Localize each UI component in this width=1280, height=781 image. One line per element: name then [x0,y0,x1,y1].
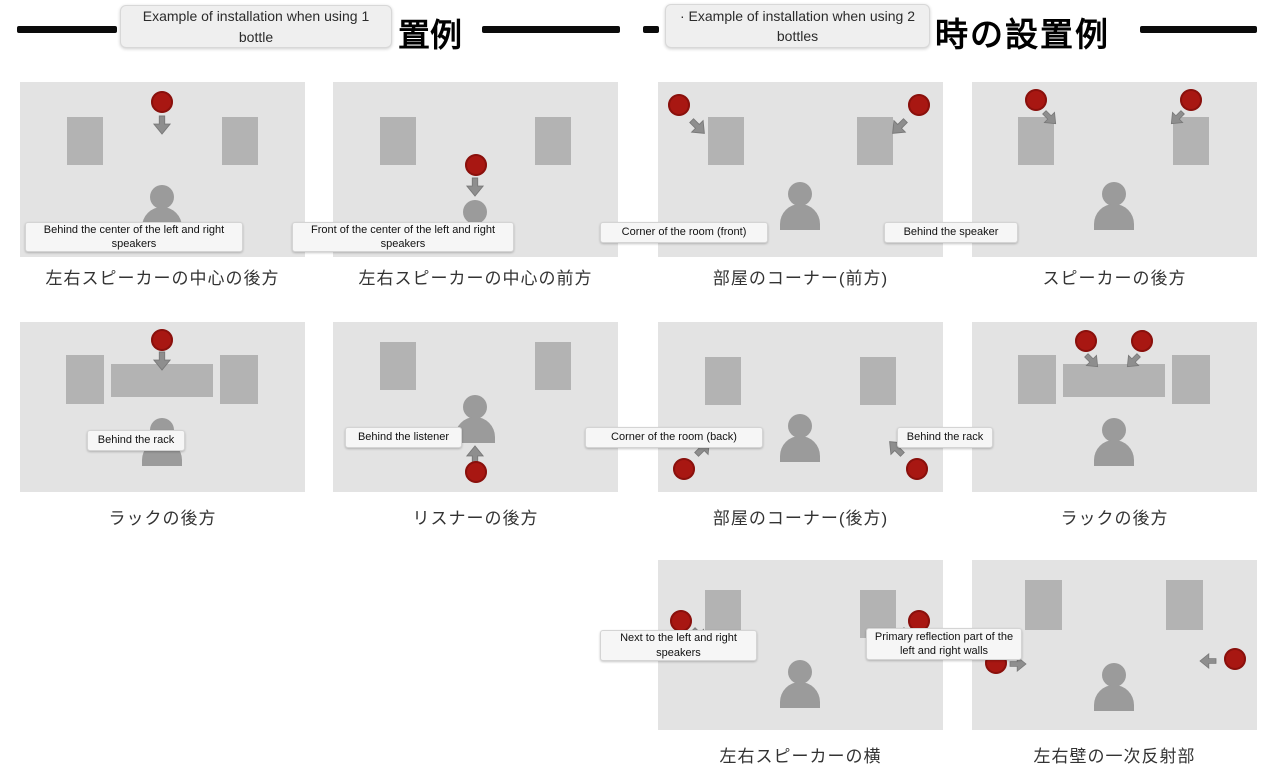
speaker-right [535,117,571,165]
card-behind-the-speaker [972,82,1257,257]
card-caption: 左右スピーカーの横 [719,747,882,766]
bottle-marker-icon [1131,330,1153,352]
speaker-right [1173,117,1209,165]
card-caption: 左右スピーカーの中心の後方 [45,269,280,288]
card-caption: 左右スピーカーの中心の前方 [358,269,593,288]
translation-tooltip-2-bottles: · Example of installation when using 2 b… [665,4,930,48]
card-caption: 部屋のコーナー(前方) [712,269,889,288]
arrow-left-icon [1199,652,1217,670]
rack-block [1063,364,1165,397]
listener-icon [780,660,820,708]
translation-tooltip: Front of the center of the left and righ… [292,222,514,252]
bottle-marker-icon [151,329,173,351]
speaker-right [1172,355,1210,404]
speaker-left [380,342,416,390]
arrow-down-icon [465,177,485,197]
speaker-left [1025,580,1062,630]
bottle-marker-icon [1180,89,1202,111]
listener-icon [780,414,820,462]
listener-icon [1094,418,1134,466]
arrow-down-right-icon [689,118,705,134]
card-behind-the-rack-2 [972,322,1257,492]
arrow-down-icon [152,351,172,371]
speaker-right [857,117,893,165]
speaker-left [67,117,103,165]
divider-right-2 [1140,26,1257,33]
card-caption: ラックの後方 [108,509,217,528]
bottle-marker-icon [1224,648,1246,670]
arrow-down-right-icon [1042,110,1057,125]
listener-icon [1094,182,1134,230]
translation-tooltip: Behind the center of the left and right … [25,222,243,252]
arrow-down-left-icon [1126,353,1141,368]
card-caption: スピーカーの後方 [1042,269,1187,288]
arrow-down-icon [152,115,172,135]
card-caption: リスナーの後方 [412,509,539,528]
card-caption: ラックの後方 [1060,509,1169,528]
card-caption: 部屋のコーナー(後方) [712,509,889,528]
translation-tooltip: Behind the listener [345,427,462,448]
bottle-marker-icon [906,458,928,480]
speaker-left [66,355,104,404]
translation-tooltip: Behind the speaker [884,222,1018,243]
translation-tooltip-1-bottle: Example of installation when using 1 bot… [120,5,392,48]
arrow-down-right-icon [1084,353,1099,368]
translation-tooltip: Primary reflection part of the left and … [866,628,1022,660]
speaker-left [1018,355,1056,404]
divider-left-1 [17,26,117,33]
divider-right-1 [643,26,659,33]
bottle-marker-icon [1075,330,1097,352]
bottle-marker-icon [673,458,695,480]
section-title-2-bottles: 時の設置例 [935,16,1110,53]
bottle-marker-icon [465,154,487,176]
card-behind-the-listener [333,322,618,492]
arrow-right-icon [1009,655,1027,673]
translation-tooltip: Behind the rack [87,430,185,451]
arrow-down-left-icon [892,118,908,134]
speaker-right [1166,580,1203,630]
card-corner-of-room-back [658,322,943,492]
bottle-marker-icon [908,94,930,116]
speaker-right [535,342,571,390]
listener-icon [1094,663,1134,711]
divider-left-2 [482,26,620,33]
speaker-right [860,357,896,405]
speaker-left [1018,117,1054,165]
card-behind-the-rack-1 [20,322,305,492]
translation-tooltip: Corner of the room (back) [585,427,763,448]
bottle-marker-icon [151,91,173,113]
listener-icon [780,182,820,230]
bottle-marker-icon [908,610,930,632]
translation-tooltip: Next to the left and right speakers [600,630,757,661]
translation-tooltip: Corner of the room (front) [600,222,768,243]
listener-icon [142,185,182,233]
speaker-right [222,117,258,165]
arrow-down-left-icon [1170,110,1185,125]
bottle-marker-icon [1025,89,1047,111]
speaker-left [380,117,416,165]
speaker-right [220,355,258,404]
bottle-marker-icon [670,610,692,632]
bottle-marker-icon [668,94,690,116]
bottle-marker-icon [465,461,487,483]
translation-tooltip: Behind the rack [897,427,993,448]
speaker-left [705,357,741,405]
speaker-left [708,117,744,165]
card-caption: 左右壁の一次反射部 [1033,747,1196,766]
section-title-1-bottle: 置例 [398,17,463,53]
